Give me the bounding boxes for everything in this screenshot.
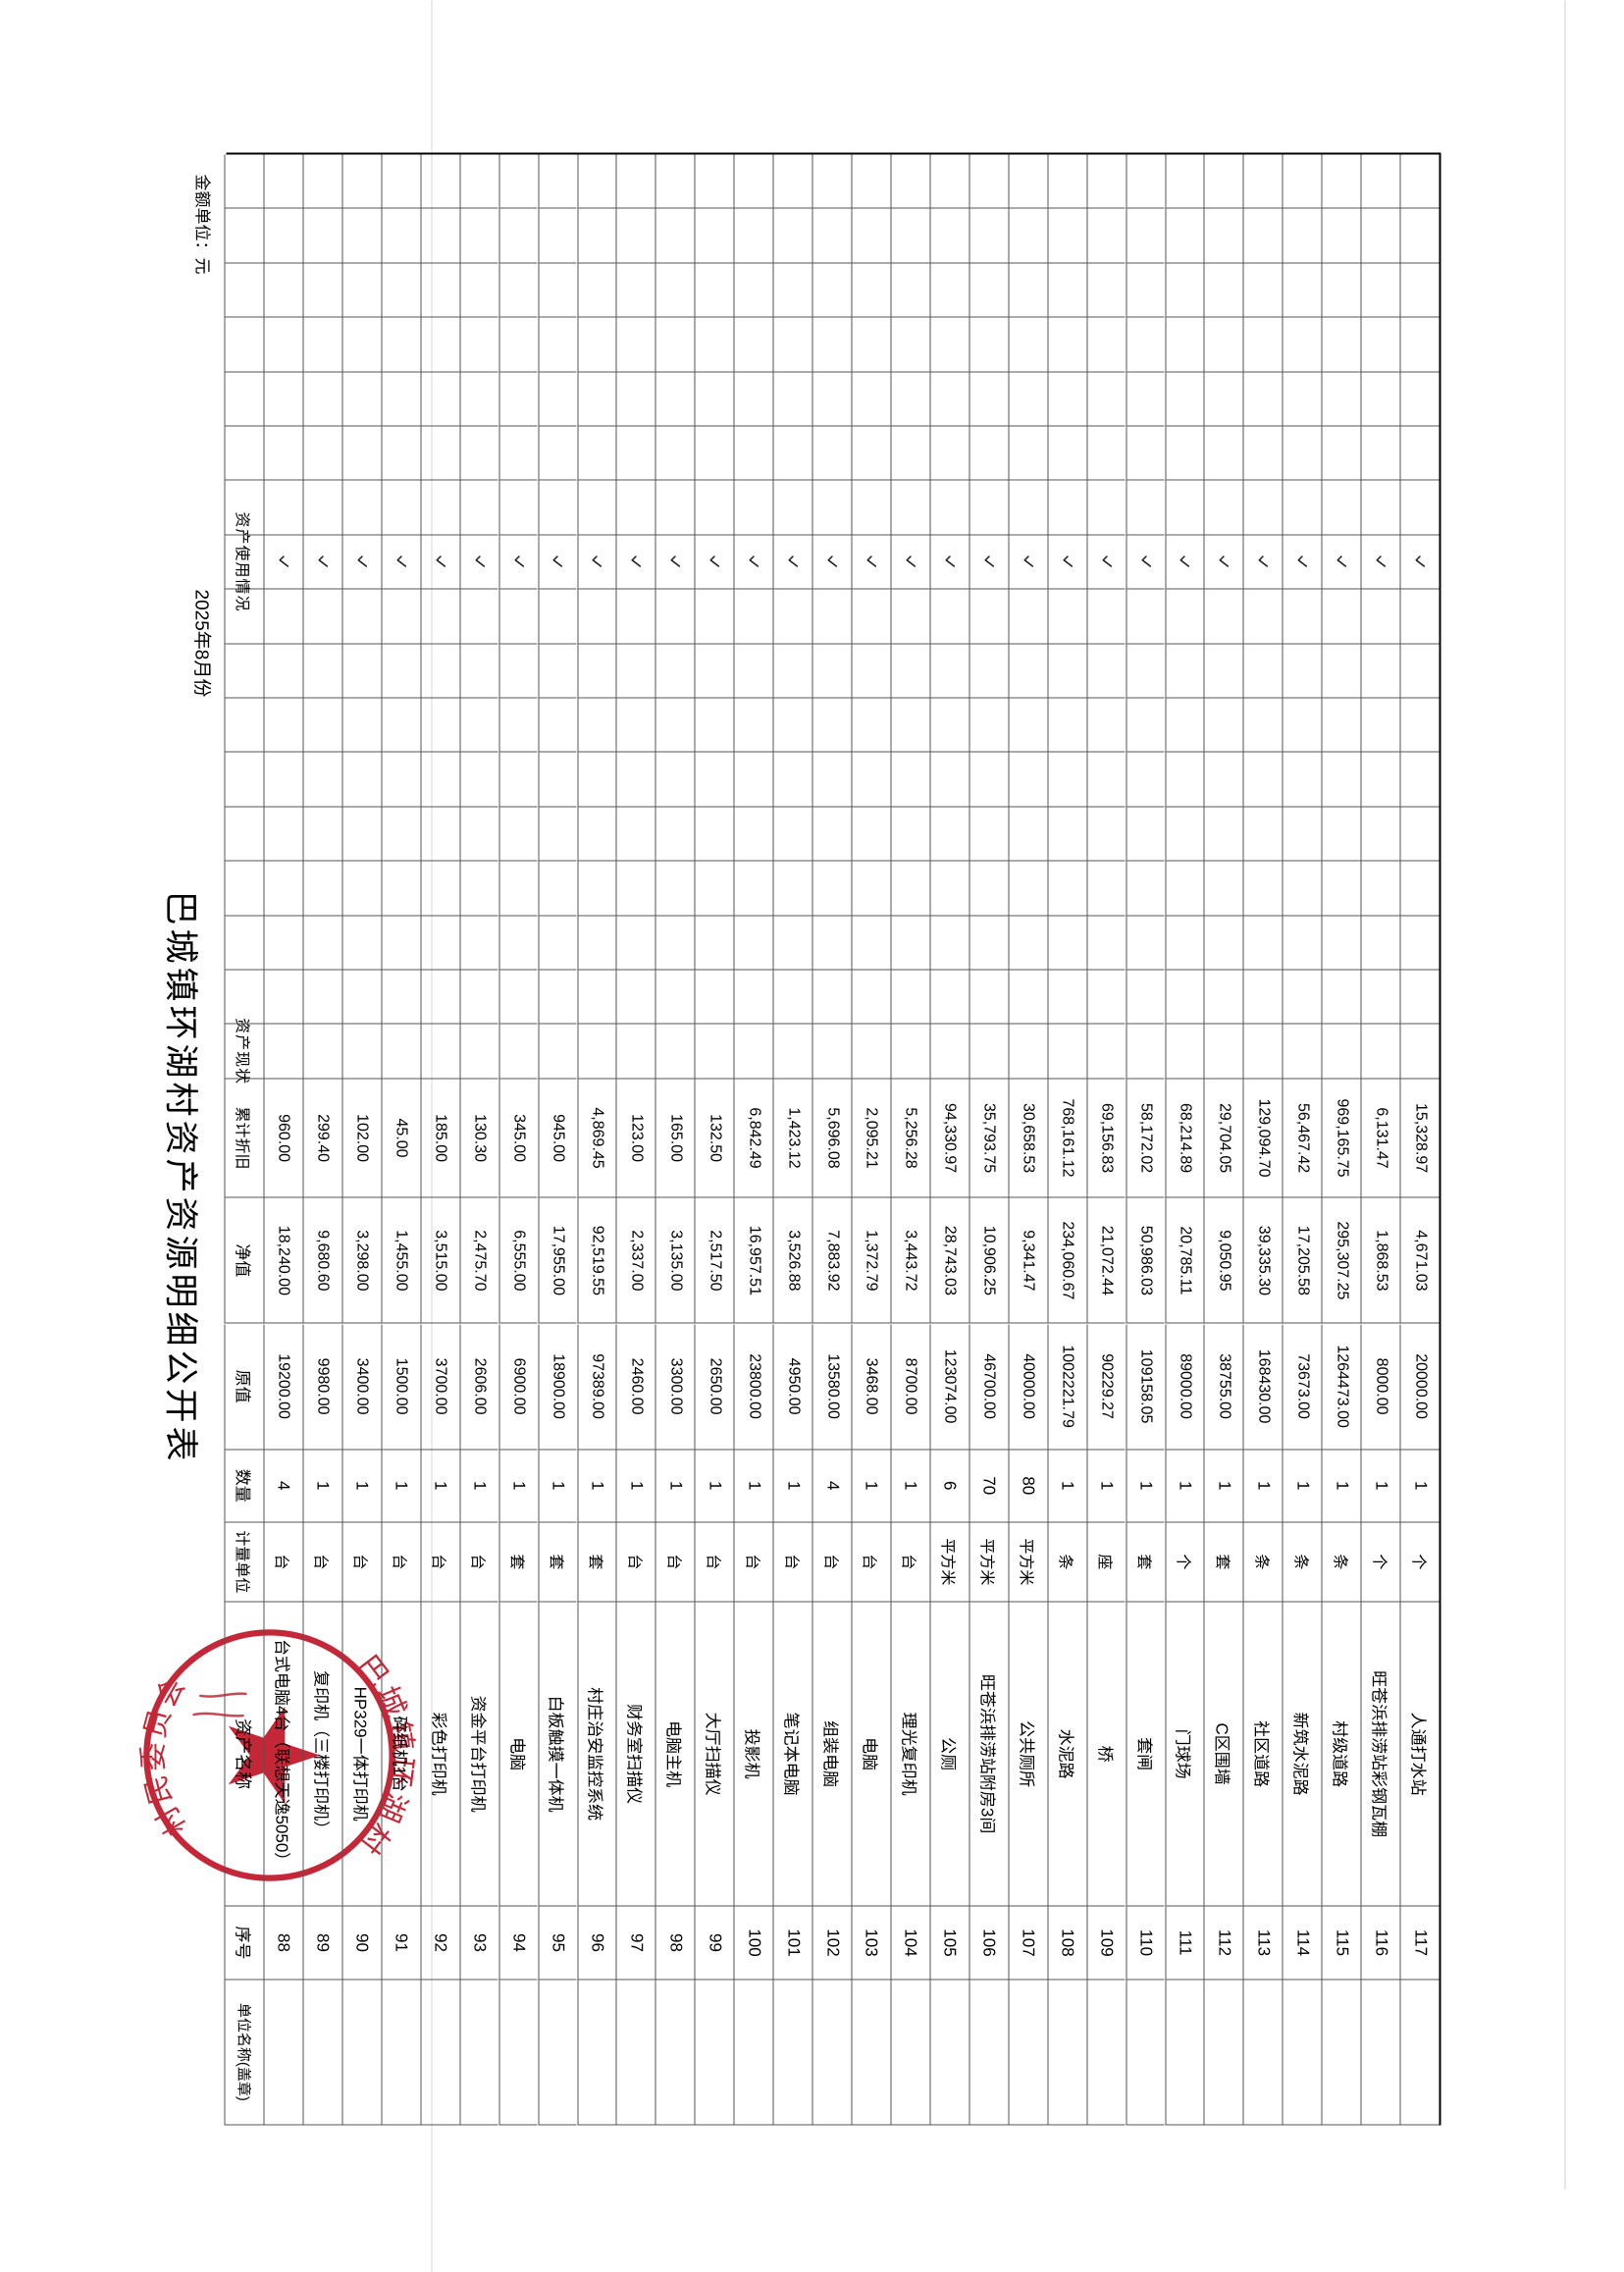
svg-text:村民委员会: 村民委员会 xyxy=(138,1669,192,1840)
